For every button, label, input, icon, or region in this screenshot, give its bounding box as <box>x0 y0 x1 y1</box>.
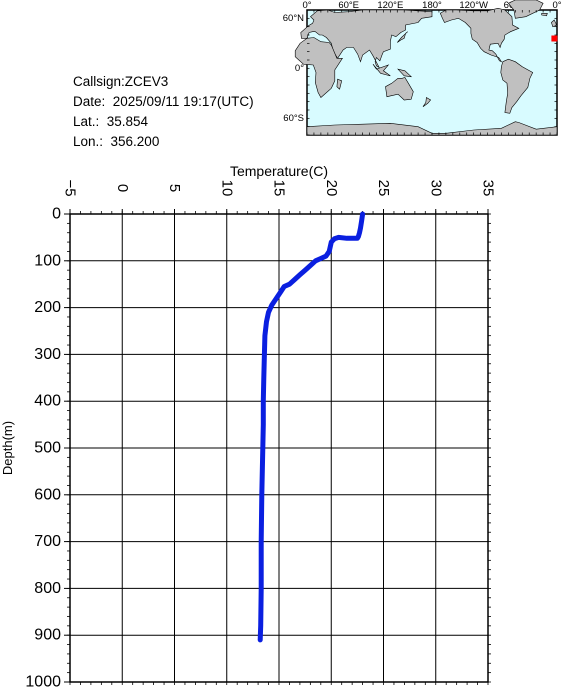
station-marker <box>551 35 558 42</box>
map-lat-label: 0° <box>295 63 304 74</box>
antarctica-land <box>306 121 558 136</box>
madagascar-land <box>336 78 343 90</box>
map-lon-label: 120°W <box>459 0 488 11</box>
y-tick-label: 500 <box>34 440 61 457</box>
x-tick-label: −5 <box>62 179 79 196</box>
south-america-land <box>500 58 534 114</box>
y-tick-label: 100 <box>34 252 61 269</box>
new-guinea-land <box>397 68 413 78</box>
map-frame-ticks <box>306 9 558 136</box>
x-tick-label: 25 <box>375 180 392 197</box>
station-info: Callsign:ZCEV3 Date: 2025/09/11 19:17(UT… <box>73 72 254 152</box>
greenland-land <box>507 0 544 19</box>
chart-grid <box>64 209 489 683</box>
y-tick-label: 300 <box>34 346 61 363</box>
africa-land <box>294 37 343 98</box>
map-lon-label: 60°E <box>338 0 359 11</box>
y-tick-label: 200 <box>34 299 61 316</box>
map-lat-label: 60°S <box>283 113 304 124</box>
y-tick-label: 600 <box>34 486 61 503</box>
callsign-text: Callsign:ZCEV3 <box>73 74 169 89</box>
x-tick-label: 5 <box>166 184 183 192</box>
x-tick-label: 35 <box>480 180 497 197</box>
plot-frame <box>69 213 489 683</box>
map-lon-label: 0° <box>302 0 311 11</box>
x-tick-label: 10 <box>218 180 235 197</box>
longitude-text: Lon.: 356.200 <box>73 134 160 149</box>
temperature-profile-line <box>257 211 366 643</box>
new-zealand-land <box>422 97 432 107</box>
y-tick-label: 400 <box>34 393 61 410</box>
x-tick-label: 20 <box>323 180 340 197</box>
x-tick-label: 0 <box>114 184 131 192</box>
x-tick-label: 30 <box>427 180 444 197</box>
y-tick-label: 800 <box>34 580 61 597</box>
y-tick-label: 700 <box>34 533 61 550</box>
y-tick-label: 900 <box>34 627 61 644</box>
y-tick-label: 0 <box>52 206 61 223</box>
map-lon-label: 180° <box>422 0 442 11</box>
map-lat-label: 60°N <box>283 13 304 24</box>
iceland-land <box>541 13 548 17</box>
map-lon-label: 0° <box>552 0 561 11</box>
map-land <box>294 0 558 136</box>
australia-land <box>385 77 414 101</box>
x-axis-title: Temperature(C) <box>230 163 328 179</box>
y-tick-labels: 0 100 200 300 400 500 600 700 800 900 1000 <box>25 206 61 690</box>
uk-land <box>551 19 557 28</box>
latitude-text: Lat.: 35.854 <box>73 114 149 129</box>
map-lat-labels: 60°N 0° 60°S <box>283 13 304 124</box>
y-tick-label: 1000 <box>25 674 61 690</box>
indonesia-land <box>372 64 391 77</box>
x-tick-label: 15 <box>271 180 288 197</box>
north-america-land <box>439 7 520 63</box>
x-tick-labels: −5 0 5 10 15 20 25 30 35 <box>62 179 497 196</box>
y-axis-title: Depth(m) <box>0 421 15 475</box>
japan-land <box>397 31 408 43</box>
map-lon-label: 120°E <box>377 0 403 11</box>
date-text: Date: 2025/09/11 19:17(UTC) <box>73 94 254 109</box>
